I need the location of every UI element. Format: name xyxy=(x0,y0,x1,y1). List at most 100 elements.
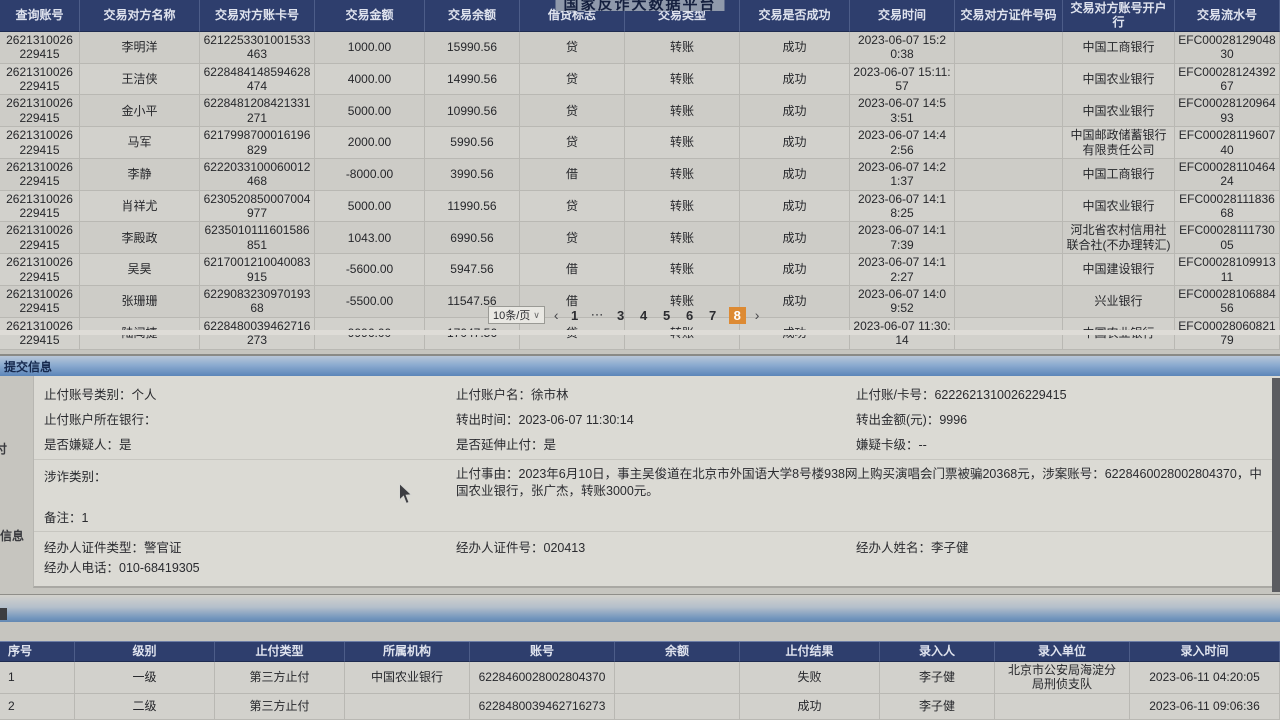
table-cell xyxy=(955,95,1063,128)
panel-field: 止付账/卡号：6222621310026229415 xyxy=(856,388,1067,402)
table-cell: 贷 xyxy=(520,95,625,128)
prev-page-button[interactable]: ‹ xyxy=(553,307,559,323)
page-number-6[interactable]: 6 xyxy=(685,307,694,323)
column-header: 交易金额 xyxy=(315,0,425,32)
column-header: 级别 xyxy=(75,642,215,662)
table-cell: 北京市公安局海淀分局刑侦支队 xyxy=(995,662,1130,694)
table-cell xyxy=(955,286,1063,318)
table-cell: 2023-06-07 14:21:37 xyxy=(850,158,955,191)
page-number-1[interactable]: 1 xyxy=(570,307,579,323)
column-header: 止付结果 xyxy=(740,642,880,662)
table-cell: -8000.00 xyxy=(315,158,425,191)
table-cell: 2023-06-11 04:20:05 xyxy=(1130,662,1280,694)
mouse-cursor-icon xyxy=(398,482,413,510)
column-header: 录入人 xyxy=(880,642,995,662)
table-cell: 622908323097019368 xyxy=(200,286,315,318)
table-cell: 兴业银行 xyxy=(1063,286,1175,318)
table-cell: 6228480039462716273 xyxy=(200,317,315,350)
table-cell: 2023-06-07 14:09:52 xyxy=(850,286,955,318)
table-cell xyxy=(345,693,470,720)
table-cell: 5990.56 xyxy=(425,127,520,159)
page-number-8[interactable]: 8 xyxy=(728,306,746,324)
table-cell: 2621310026229415 xyxy=(0,95,80,128)
page-number-7[interactable]: 7 xyxy=(708,307,717,323)
table-cell: EFC0002810688456 xyxy=(1175,286,1280,318)
table-cell: 转账 xyxy=(625,95,740,128)
pagination: 10条/页 ∨ ‹ 1 ⋯ 3 4 5 6 7 8 › xyxy=(488,306,759,324)
table-cell: 6235010111601586851 xyxy=(200,222,315,255)
page-number-5[interactable]: 5 xyxy=(662,307,671,323)
column-header: 余额 xyxy=(615,642,740,662)
page-size-select[interactable]: 10条/页 ∨ xyxy=(488,306,545,324)
submit-info-panel: 止付账号类别：个人 止付账户名：徐市林 止付账/卡号：622262131002622… xyxy=(33,376,1280,588)
table-cell: -5600.00 xyxy=(315,254,425,287)
table-cell: 借 xyxy=(520,286,625,318)
table-cell xyxy=(955,222,1063,255)
table-cell: 2023-06-07 14:42:56 xyxy=(850,127,955,159)
table-cell xyxy=(995,693,1130,720)
panel-field: 备注：1 xyxy=(44,511,89,525)
table-cell: 贷 xyxy=(520,222,625,255)
table-cell: 转账 xyxy=(625,127,740,159)
column-header: 序号 xyxy=(0,642,75,662)
table-cell: 14990.56 xyxy=(425,63,520,96)
table-cell: 转账 xyxy=(625,222,740,255)
table-cell: 成功 xyxy=(740,95,850,128)
screen-edge-shadow xyxy=(1272,378,1280,592)
table-cell: 王洁侠 xyxy=(80,63,200,96)
table-cell: 6217001210040083915 xyxy=(200,254,315,287)
panel-field: 经办人证件号：020413 xyxy=(456,541,586,555)
table-cell: 1043.00 xyxy=(315,222,425,255)
stop-payment-table: 序号 级别 止付类型 所属机构 账号 余额 止付结果 录入人 录入单位 录入时间 1 一级 第三方止付中… xyxy=(0,641,1280,720)
table-cell: 中国工商银行 xyxy=(1063,31,1175,64)
table-cell: 成功 xyxy=(740,254,850,287)
table-cell: 6228481208421331271 xyxy=(200,95,315,128)
table-cell: 二级 xyxy=(75,693,215,720)
table-cell: 2621310026229415 xyxy=(0,127,80,159)
table-cell: 1 xyxy=(0,662,75,694)
table-cell: 2621310026229415 xyxy=(0,317,80,350)
table-cell xyxy=(615,693,740,720)
table-cell: 李子健 xyxy=(880,662,995,694)
table-cell: 5000.00 xyxy=(315,190,425,223)
chevron-down-icon: ∨ xyxy=(533,309,540,320)
panel-row: 止付账号类别：个人 止付账户名：徐市林 止付账/卡号：622262131002622… xyxy=(34,384,1280,409)
table-cell: 11990.56 xyxy=(425,190,520,223)
column-header: 交易时间 xyxy=(850,0,955,32)
table-cell: 转账 xyxy=(625,286,740,318)
table-cell: 成功 xyxy=(740,222,850,255)
column-header: 录入时间 xyxy=(1130,642,1280,662)
next-page-button[interactable]: › xyxy=(754,307,760,323)
section-divider-bar xyxy=(0,594,1280,622)
column-header: 交易对方账号开户行 xyxy=(1063,0,1175,32)
table-row: 2621310026229415 金小平 6228481208421331271 50… xyxy=(0,95,1280,128)
column-header: 借贷标志 xyxy=(520,0,625,32)
page-number-4[interactable]: 4 xyxy=(639,307,648,323)
table-cell: 2621310026229415 xyxy=(0,158,80,191)
panel-row: 经办人电话：010-68419305 xyxy=(34,557,1280,583)
table-row: 2 二级 第三方止付 6228480039462716273 成功 李子健 2023-06-… xyxy=(0,693,1280,720)
table-cell: 成功 xyxy=(740,693,880,720)
table-cell: 6212253301001533463 xyxy=(200,31,315,64)
table-cell: 中国建设银行 xyxy=(1063,254,1175,287)
panel-field: 是否嫌疑人：是 xyxy=(44,438,132,452)
panel-field: 止付账户名：徐市林 xyxy=(456,388,569,402)
table-cell: EFC0002806082179 xyxy=(1175,317,1280,350)
panel-row: 涉诈类别： 止付事由：2023年6月10日，事主吴俊道在北京市外国语大学8号楼93… xyxy=(34,459,1280,507)
table-cell: 中国农业银行 xyxy=(1063,190,1175,223)
table-cell: 中国工商银行 xyxy=(1063,158,1175,191)
table-cell: 2000.00 xyxy=(315,127,425,159)
table-cell: 1000.00 xyxy=(315,31,425,64)
column-header: 交易余额 xyxy=(425,0,520,32)
column-header: 交易对方证件号码 xyxy=(955,0,1063,32)
table-cell: 2023-06-07 14:18:25 xyxy=(850,190,955,223)
table-cell: 贷 xyxy=(520,63,625,96)
table-cell: 6217998700016196829 xyxy=(200,127,315,159)
column-header: 查询账号 xyxy=(0,0,80,32)
page-number-3[interactable]: 3 xyxy=(616,307,625,323)
panel-field: 涉诈类别： xyxy=(44,470,107,484)
table-cell: EFC0002811183668 xyxy=(1175,190,1280,223)
column-header: 账号 xyxy=(470,642,615,662)
table-cell: 失败 xyxy=(740,662,880,694)
column-header: 交易对方名称 xyxy=(80,0,200,32)
